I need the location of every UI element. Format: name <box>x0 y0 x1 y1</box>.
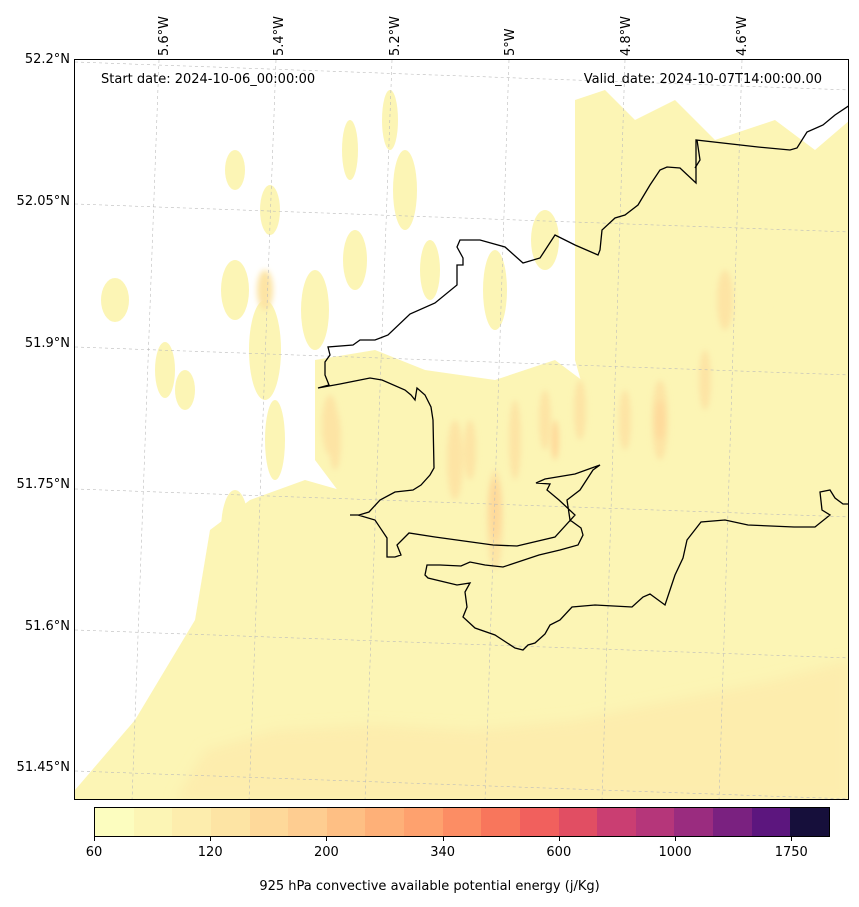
map-frame: Start date: 2024-10-06_00:00:00 Valid_da… <box>74 59 849 800</box>
colorbar-tick-mark <box>94 837 95 841</box>
colorbar-tick-label: 600 <box>546 845 572 860</box>
colorbar-tick-mark <box>791 837 793 841</box>
colorbar-segment <box>326 808 366 836</box>
lon-tick-label: 5°W <box>503 28 518 56</box>
colorbar-tick-mark <box>442 837 444 841</box>
lat-tick-label: 51.45°N <box>16 760 70 775</box>
colorbar-segment <box>481 808 520 836</box>
colorbar-label: 925 hPa convective available potential e… <box>259 879 600 894</box>
colorbar-tick-mark <box>675 837 677 841</box>
colorbar-segment <box>713 808 752 836</box>
lat-tick-label: 51.6°N <box>24 619 70 634</box>
lon-tick-label: 5.6°W <box>157 15 172 56</box>
colorbar-segment <box>597 808 636 836</box>
colorbar-tick-label: 1000 <box>658 845 692 860</box>
lon-tick-label: 4.8°W <box>619 15 634 56</box>
colorbar-tick-label: 120 <box>197 845 223 860</box>
cape-field <box>75 90 848 799</box>
colorbar-segment <box>249 808 289 836</box>
colorbar-tick-label: 60 <box>85 845 103 860</box>
colorbar-segment <box>133 808 173 836</box>
colorbar-tick-label: 1750 <box>774 845 808 860</box>
colorbar-segment <box>519 808 559 836</box>
colorbar-segment <box>365 808 404 836</box>
colorbar-segment <box>751 808 791 836</box>
colorbar-segment <box>210 808 250 836</box>
lat-tick-label: 51.9°N <box>24 336 70 351</box>
colorbar-segment <box>635 808 675 836</box>
cape-cells-high <box>490 400 664 540</box>
map-canvas <box>75 60 848 799</box>
colorbar-tick-label: 340 <box>430 845 456 860</box>
colorbar-tick-mark <box>210 837 212 841</box>
colorbar-segment <box>288 808 327 836</box>
colorbar-segment <box>172 808 211 836</box>
cape-region-east <box>575 90 848 430</box>
colorbar-segment <box>442 808 482 836</box>
lon-tick-label: 4.6°W <box>735 15 750 56</box>
colorbar-tick-mark <box>326 837 328 841</box>
start-date-label: Start date: 2024-10-06_00:00:00 <box>101 72 316 87</box>
colorbar-tick-label: 200 <box>313 845 339 860</box>
lat-tick-label: 52.2°N <box>24 52 70 67</box>
lat-tick-label: 52.05°N <box>16 194 70 209</box>
cape-region-south-2 <box>176 660 848 799</box>
lon-tick-label: 5.2°W <box>388 15 403 56</box>
lon-tick-label: 5.4°W <box>272 15 287 56</box>
colorbar-segment <box>95 808 134 836</box>
colorbar-segment <box>674 808 713 836</box>
colorbar-segment <box>558 808 598 836</box>
colorbar <box>94 807 830 837</box>
lat-tick-label: 51.75°N <box>16 477 70 492</box>
colorbar-segment <box>404 808 443 836</box>
coastline <box>317 105 848 651</box>
valid-date-label: Valid_date: 2024-10-07T14:00:00.00 <box>583 72 822 87</box>
colorbar-segment <box>790 808 829 836</box>
colorbar-tick-mark <box>558 837 560 841</box>
